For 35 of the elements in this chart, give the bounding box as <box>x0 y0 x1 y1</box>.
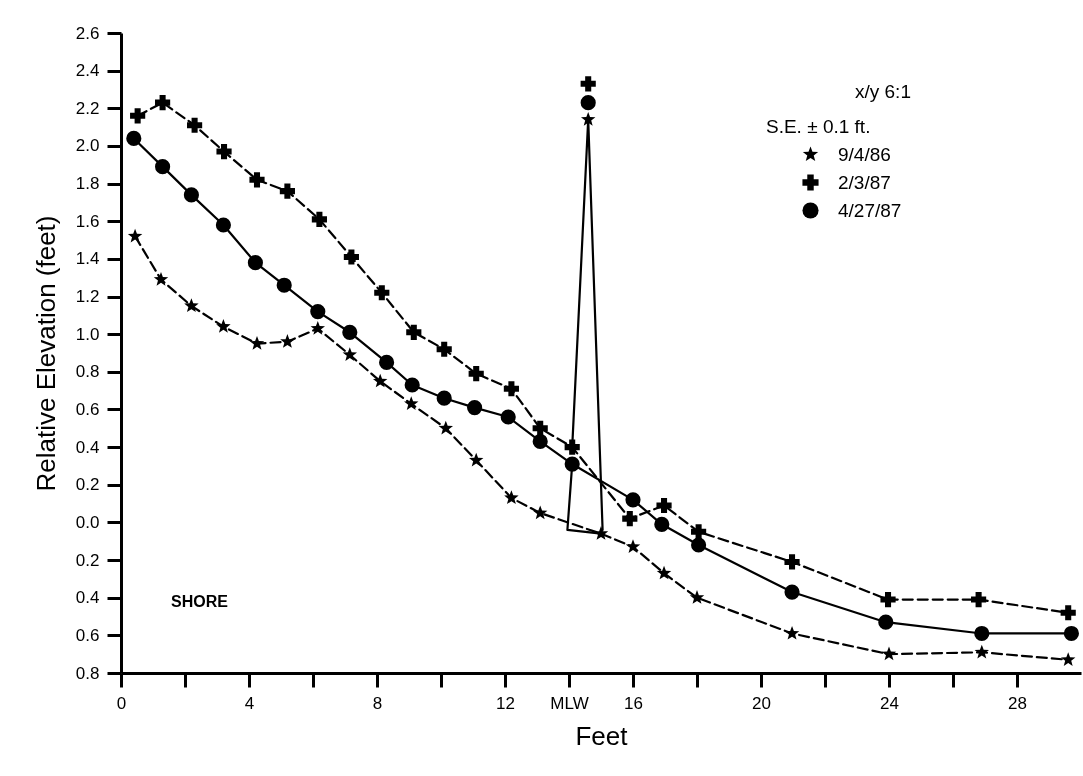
x-tick-label: 0 <box>116 693 127 713</box>
x-tick-label: MLW <box>550 693 589 713</box>
y-tick-label: 0.6 <box>75 399 100 419</box>
x-tick-label: 24 <box>880 693 899 713</box>
y-tick-label: 0.2 <box>75 550 100 570</box>
annotation: S.E. ± 0.1 ft. <box>766 116 871 137</box>
x-tick-label: 28 <box>1008 693 1027 713</box>
annotation: SHORE <box>171 593 229 610</box>
y-tick-label: 0.8 <box>75 362 100 382</box>
y-tick-label: 0.4 <box>75 588 100 608</box>
y-tick-label: 0.0 <box>75 512 100 532</box>
y-tick-label: 2.2 <box>75 98 100 118</box>
y-tick-label: 2.6 <box>75 23 100 43</box>
legend-label: 9/4/86 <box>838 143 891 165</box>
y-tick-label: 2.4 <box>75 61 100 81</box>
y-tick-label: 0.2 <box>75 475 100 495</box>
x-tick-label: 20 <box>752 693 771 713</box>
x-tick-label: 16 <box>624 693 643 713</box>
annotation: x/y 6:1 <box>855 81 911 102</box>
y-tick-label: 0.6 <box>75 625 100 645</box>
y-tick-label: 1.6 <box>75 211 100 231</box>
legend-label: 2/3/87 <box>838 171 891 193</box>
y-tick-label: 2.0 <box>75 136 100 156</box>
y-tick-label: 1.4 <box>75 249 100 269</box>
y-tick-label: 1.8 <box>75 174 100 194</box>
legend-label: 4/27/87 <box>838 199 902 221</box>
x-tick-label: 12 <box>496 693 515 713</box>
y-axis-title: Relative Elevation (feet) <box>30 215 61 492</box>
y-tick-label: 1.2 <box>75 287 100 307</box>
y-tick-label: 1.0 <box>75 324 100 344</box>
x-tick-label: 4 <box>244 693 255 713</box>
x-tick-label: 8 <box>372 693 383 713</box>
x-axis-title: Feet <box>575 720 629 751</box>
y-tick-label: 0.8 <box>75 663 100 683</box>
y-tick-label: 0.4 <box>75 437 100 457</box>
